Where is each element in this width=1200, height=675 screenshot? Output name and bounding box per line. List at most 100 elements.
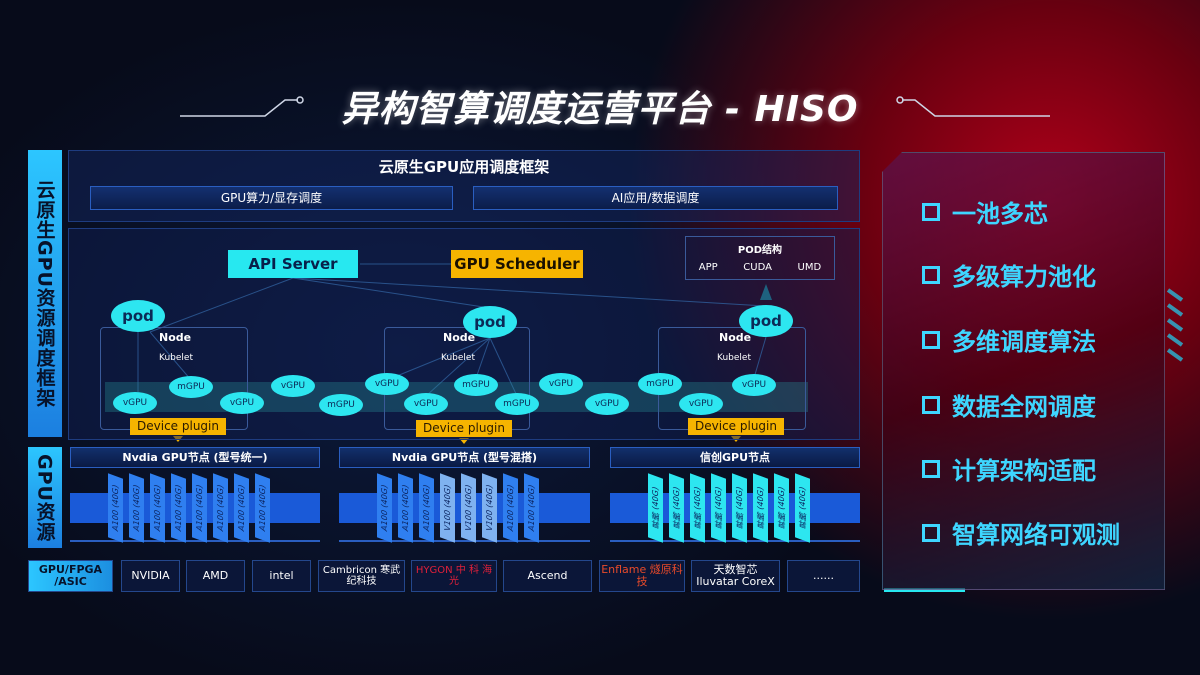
device-plugin-3: Device plugin bbox=[688, 418, 784, 435]
gpu-card-label: 昇腾 (40G) bbox=[756, 485, 765, 531]
kubelet-label: Kubelet bbox=[717, 353, 751, 363]
checkbox-icon bbox=[922, 459, 940, 478]
pod-structure-cuda: CUDA bbox=[743, 262, 772, 273]
gpu-card: A100 (40G) bbox=[234, 473, 249, 543]
gpu-card: A100 (40G) bbox=[377, 473, 392, 543]
gpu-card: 昇腾 (40G) bbox=[795, 473, 810, 543]
gpu-card-label: 昇腾 (40G) bbox=[693, 485, 702, 531]
vgpu-unit: vGPU bbox=[679, 393, 723, 415]
mgpu-unit: mGPU bbox=[319, 394, 363, 416]
resources-side-label: GPU资源 bbox=[28, 447, 62, 548]
pod-1: pod bbox=[111, 300, 165, 332]
gpu-group-base bbox=[70, 540, 320, 542]
gpu-card: A100 (40G) bbox=[192, 473, 207, 543]
vgpu-unit: vGPU bbox=[220, 392, 264, 414]
page-title: 异构智算调度运营平台 - HISO bbox=[341, 89, 859, 130]
gpu-card: A100 (40G) bbox=[171, 473, 186, 543]
gpu-card-label: A100 (40G) bbox=[237, 483, 246, 533]
gpu-card: A100 (40G) bbox=[150, 473, 165, 543]
gpu-card-label: A100 (40G) bbox=[527, 483, 536, 533]
feature-item: 多级算力池化 bbox=[922, 257, 1096, 292]
gpu-card: A100 (40G) bbox=[213, 473, 228, 543]
node-label: Node bbox=[159, 331, 192, 344]
pod-3: pod bbox=[739, 305, 793, 337]
vendor-logo-3: intel bbox=[252, 560, 311, 592]
vendor-logo-1: NVIDIA bbox=[121, 560, 180, 592]
gpu-card: A100 (40G) bbox=[398, 473, 413, 543]
gpu-group-title: Nvdia GPU节点 (型号统一) bbox=[70, 447, 320, 468]
gpu-card-label: V100 (40G) bbox=[443, 483, 452, 533]
ai-data-scheduling: AI应用/数据调度 bbox=[473, 186, 838, 210]
vendor-logo-9: ...... bbox=[787, 560, 860, 592]
kubelet-label: Kubelet bbox=[159, 353, 193, 363]
gpu-card-label: A100 (40G) bbox=[132, 483, 141, 533]
gpu-card-label: 昇腾 (40G) bbox=[672, 485, 681, 531]
vendor-logo-2: AMD bbox=[186, 560, 245, 592]
feature-label: 多维调度算法 bbox=[952, 328, 1096, 356]
gpu-card-label: V100 (40G) bbox=[464, 483, 473, 533]
pod-structure-title: POD结构 bbox=[737, 245, 783, 256]
device-plugin-1: Device plugin bbox=[130, 418, 226, 435]
gpu-card: A100 (40G) bbox=[255, 473, 270, 543]
gpu-card: V100 (40G) bbox=[440, 473, 455, 543]
gpu-card: A100 (40G) bbox=[419, 473, 434, 543]
vendor-logo-5: HYGON 中 科 海 光 bbox=[411, 560, 497, 592]
vgpu-unit: vGPU bbox=[404, 393, 448, 415]
gpu-card: 昇腾 (40G) bbox=[732, 473, 747, 543]
gpu-card-label: 昇腾 (40G) bbox=[735, 485, 744, 531]
features-panel bbox=[882, 152, 1165, 590]
checkbox-icon bbox=[922, 523, 940, 542]
feature-label: 智算网络可观测 bbox=[952, 521, 1120, 549]
pod-structure-umd: UMD bbox=[797, 262, 822, 273]
kubelet-label: Kubelet bbox=[441, 353, 475, 363]
feature-item: 数据全网调度 bbox=[922, 387, 1096, 422]
vendor-label: GPU/FPGA /ASIC bbox=[28, 560, 113, 592]
feature-item: 计算架构适配 bbox=[922, 451, 1096, 486]
feature-label: 数据全网调度 bbox=[952, 393, 1096, 421]
checkbox-icon bbox=[922, 265, 940, 284]
gpu-card-label: 昇腾 (40G) bbox=[651, 485, 660, 531]
vendor-logo-8: 天数智芯 Iluvatar CoreX bbox=[691, 560, 780, 592]
gpu-card-label: 昇腾 (40G) bbox=[714, 485, 723, 531]
app-framework-title: 云原生GPU应用调度框架 bbox=[378, 158, 550, 176]
vgpu-unit: vGPU bbox=[539, 373, 583, 395]
checkbox-icon bbox=[922, 330, 940, 349]
mgpu-unit: mGPU bbox=[169, 376, 213, 398]
gpu-card: 昇腾 (40G) bbox=[690, 473, 705, 543]
mgpu-unit: mGPU bbox=[495, 393, 539, 415]
vendor-logo-6: Ascend bbox=[503, 560, 592, 592]
gpu-card-label: 昇腾 (40G) bbox=[777, 485, 786, 531]
checkbox-icon bbox=[922, 202, 940, 221]
gpu-card-label: A100 (40G) bbox=[195, 483, 204, 533]
gpu-card-label: A100 (40G) bbox=[401, 483, 410, 533]
feature-label: 多级算力池化 bbox=[952, 263, 1096, 291]
gpu-card: V100 (40G) bbox=[482, 473, 497, 543]
framework-side-label: 云原生GPU资源调度框架 bbox=[28, 150, 62, 437]
pod-structure: POD结构 APP CUDA UMD bbox=[685, 236, 835, 280]
feature-item: 多维调度算法 bbox=[922, 322, 1096, 357]
gpu-card: 昇腾 (40G) bbox=[648, 473, 663, 543]
gpu-card: A100 (40G) bbox=[108, 473, 123, 543]
diagram-area bbox=[68, 228, 860, 440]
gpu-card-label: V100 (40G) bbox=[485, 483, 494, 533]
feature-label: 计算架构适配 bbox=[952, 457, 1096, 485]
gpu-card: 昇腾 (40G) bbox=[711, 473, 726, 543]
node-3: Node Kubelet bbox=[658, 327, 806, 430]
gpu-card: 昇腾 (40G) bbox=[753, 473, 768, 543]
gpu-card-label: A100 (40G) bbox=[153, 483, 162, 533]
pod-structure-app: APP bbox=[698, 262, 718, 273]
api-server: API Server bbox=[228, 250, 358, 278]
vgpu-unit: vGPU bbox=[732, 374, 776, 396]
pod-2: pod bbox=[463, 306, 517, 338]
node-label: Node bbox=[719, 331, 752, 344]
vgpu-unit: vGPU bbox=[585, 393, 629, 415]
gpu-compute-scheduling: GPU算力/显存调度 bbox=[90, 186, 453, 210]
feature-label: 一池多芯 bbox=[952, 200, 1048, 228]
gpu-card-label: A100 (40G) bbox=[380, 483, 389, 533]
gpu-card-label: 昇腾 (40G) bbox=[798, 485, 807, 531]
gpu-card-label: A100 (40G) bbox=[111, 483, 120, 533]
gpu-card: A100 (40G) bbox=[524, 473, 539, 543]
device-plugin-2: Device plugin bbox=[416, 420, 512, 437]
gpu-group-title: 信创GPU节点 bbox=[610, 447, 860, 468]
checkbox-icon bbox=[922, 395, 940, 414]
